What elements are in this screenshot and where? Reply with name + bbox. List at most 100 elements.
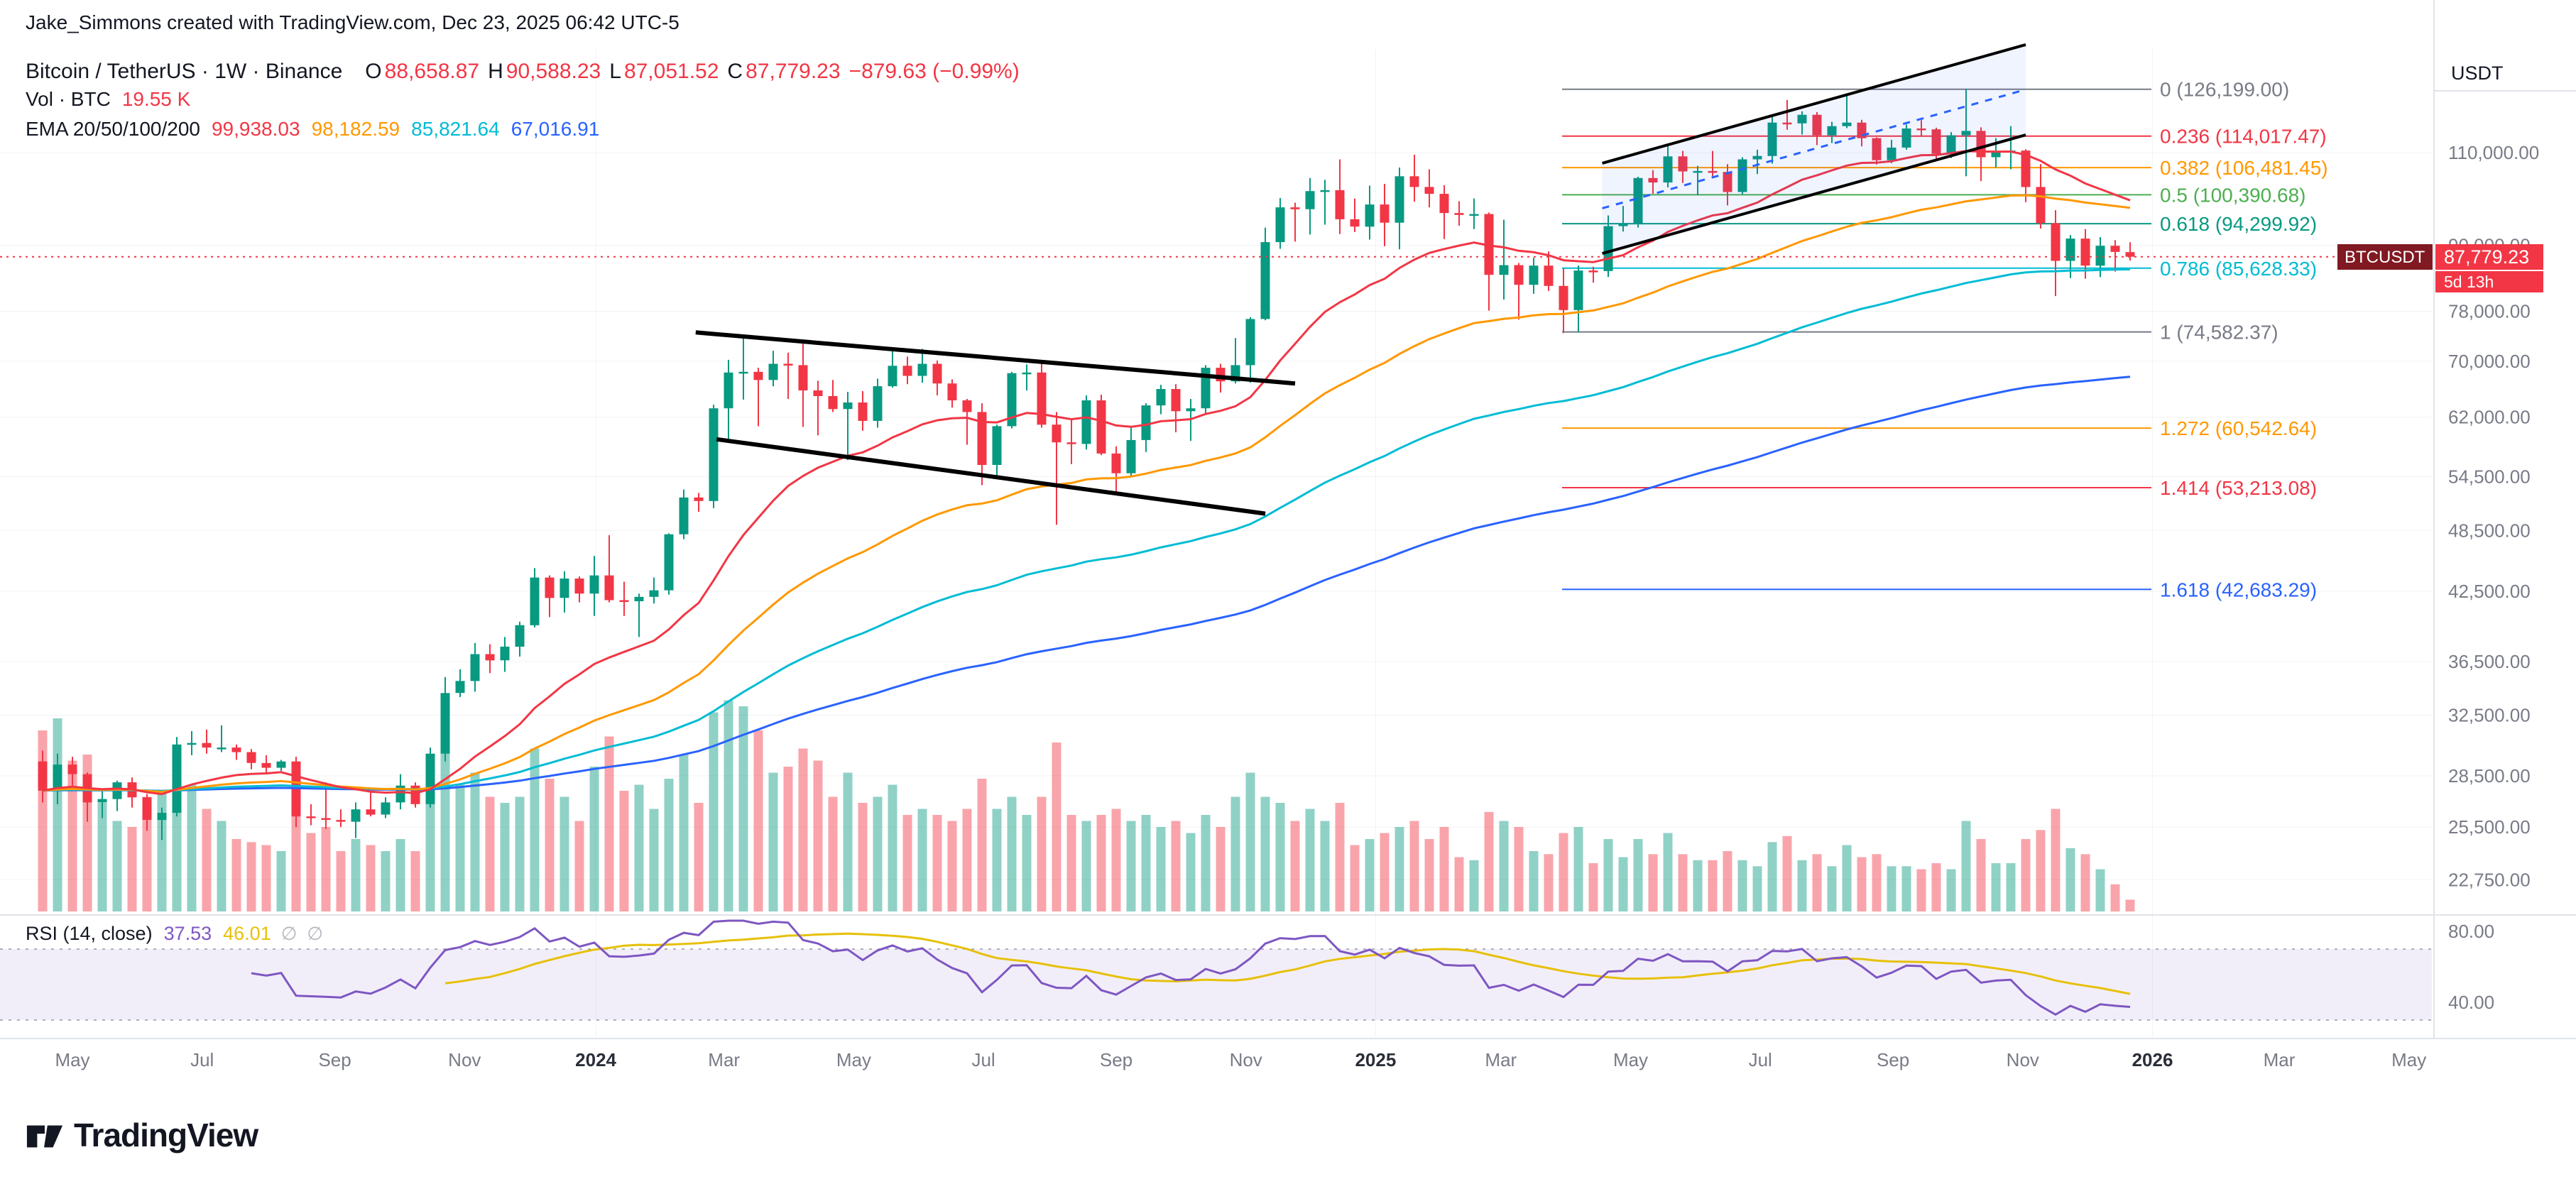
- wedge-upper-trendline[interactable]: [695, 330, 1296, 386]
- ema20-value: 99,938.03: [211, 118, 300, 140]
- time-axis-label: Nov: [448, 1049, 481, 1070]
- candle-body: [1469, 214, 1479, 216]
- rsi-band: [0, 949, 2432, 1020]
- fib-label[interactable]: 1.618 (42,683.29): [2160, 579, 2317, 601]
- volume-bar: [2021, 839, 2031, 911]
- time-axis-label: Jul: [971, 1049, 995, 1070]
- ema200-value: 67,016.91: [511, 118, 600, 140]
- volume-bar: [2110, 884, 2120, 912]
- volume-bar: [694, 803, 704, 911]
- volume-bar: [157, 791, 167, 911]
- fib-label[interactable]: 0.5 (100,390.68): [2160, 184, 2306, 206]
- attribution: Jake_Simmons created with TradingView.co…: [26, 11, 680, 33]
- candle-body: [798, 365, 808, 390]
- candle-body: [276, 761, 286, 768]
- fib-label[interactable]: 0.786 (85,628.33): [2160, 258, 2317, 280]
- fib-label[interactable]: 0.382 (106,481.45): [2160, 157, 2328, 179]
- volume-bar: [917, 809, 927, 911]
- volume-bar: [664, 779, 674, 911]
- rsi-line[interactable]: [251, 919, 2131, 1017]
- channel-mid-line[interactable]: [1602, 88, 2026, 209]
- volume-bar: [515, 796, 525, 911]
- volume-label[interactable]: Vol · BTC: [26, 88, 111, 110]
- price-axis-label: 62,000.00: [2448, 407, 2531, 428]
- rsi-label[interactable]: RSI (14, close): [26, 923, 153, 944]
- candle-body: [351, 809, 361, 822]
- candle-body: [1901, 128, 1911, 148]
- time-axis-label: Nov: [1230, 1049, 1262, 1070]
- fib-label[interactable]: 0.236 (114,017.47): [2160, 126, 2327, 148]
- candle-body: [1484, 214, 1494, 275]
- candle-body: [1111, 453, 1121, 473]
- candle-body: [738, 371, 748, 374]
- candle-body: [1708, 170, 1718, 173]
- candle-body: [1454, 213, 1464, 215]
- candle-body: [679, 497, 689, 535]
- volume-bar: [1305, 809, 1315, 911]
- volume-bar: [1171, 821, 1181, 911]
- price-axis[interactable]: [2434, 0, 2576, 1039]
- candle-body: [336, 820, 346, 822]
- price-axis-label: 48,500.00: [2448, 520, 2531, 541]
- volume-bar: [231, 839, 241, 911]
- volume-bar: [1290, 821, 1300, 911]
- volume-bar: [485, 796, 495, 911]
- volume-bar: [187, 784, 197, 911]
- candle-body: [2036, 187, 2046, 224]
- channel-lower-line[interactable]: [1602, 133, 2026, 256]
- candle-body: [1529, 265, 1539, 285]
- volume-bar: [2036, 830, 2046, 912]
- tradingview-logo[interactable]: TradingView: [26, 1116, 258, 1154]
- candle-body: [1782, 122, 1792, 125]
- candle-body: [1812, 114, 1822, 136]
- volume-bar: [1797, 860, 1807, 912]
- volume-bar: [1395, 827, 1404, 911]
- volume-bar: [127, 827, 137, 911]
- candle-body: [172, 744, 182, 813]
- candle-body: [2125, 252, 2135, 257]
- candle-body: [217, 747, 227, 750]
- volume-bar: [1424, 839, 1434, 911]
- volume-bar: [753, 730, 763, 911]
- low-value: 87,051.52: [623, 60, 719, 83]
- close-value: 87,779.23: [746, 60, 841, 83]
- candle-body: [1931, 129, 1941, 154]
- candle-body: [1022, 372, 1032, 375]
- wedge-lower-trendline[interactable]: [716, 437, 1266, 516]
- ema-50-line[interactable]: [42, 194, 2131, 794]
- volume-bar: [1946, 869, 1956, 911]
- candle-body: [783, 363, 793, 366]
- time-axis-label: May: [2391, 1049, 2426, 1070]
- ema-20-line[interactable]: [42, 150, 2131, 796]
- fib-label[interactable]: 0 (126,199.00): [2160, 79, 2289, 101]
- candle-body: [828, 396, 838, 410]
- tradingview-wordmark: TradingView: [74, 1117, 258, 1154]
- fib-label[interactable]: 1.272 (60,542.64): [2160, 417, 2317, 439]
- volume-bar: [1439, 827, 1449, 911]
- candle-body: [1797, 114, 1807, 124]
- ema-label[interactable]: EMA 20/50/100/200: [26, 118, 200, 140]
- candle-body: [1961, 131, 1971, 136]
- volume-bar: [798, 748, 808, 911]
- volume-bar: [574, 821, 584, 911]
- fib-label[interactable]: 0.618 (94,299.92): [2160, 213, 2317, 235]
- time-axis[interactable]: [0, 1039, 2576, 1081]
- price-axis-currency[interactable]: USDT: [2451, 62, 2504, 84]
- candle-body: [485, 654, 495, 661]
- candle-body: [962, 400, 972, 412]
- candle-body: [560, 579, 569, 598]
- channel-upper-line[interactable]: [1602, 43, 2026, 165]
- fib-label[interactable]: 1 (74,582.37): [2160, 322, 2278, 344]
- volume-bar: [1663, 833, 1673, 911]
- volume-bar: [977, 779, 987, 911]
- fib-label[interactable]: 1.414 (53,213.08): [2160, 477, 2317, 499]
- candle-body: [1946, 135, 1956, 154]
- volume-bar: [1201, 815, 1211, 911]
- volume-bar: [1588, 863, 1598, 911]
- low-label: L: [609, 60, 621, 83]
- hidden-plot-icon: ∅: [280, 923, 298, 944]
- candle-body: [589, 575, 599, 594]
- symbol-title[interactable]: Bitcoin / TetherUS · 1W · Binance: [26, 60, 343, 83]
